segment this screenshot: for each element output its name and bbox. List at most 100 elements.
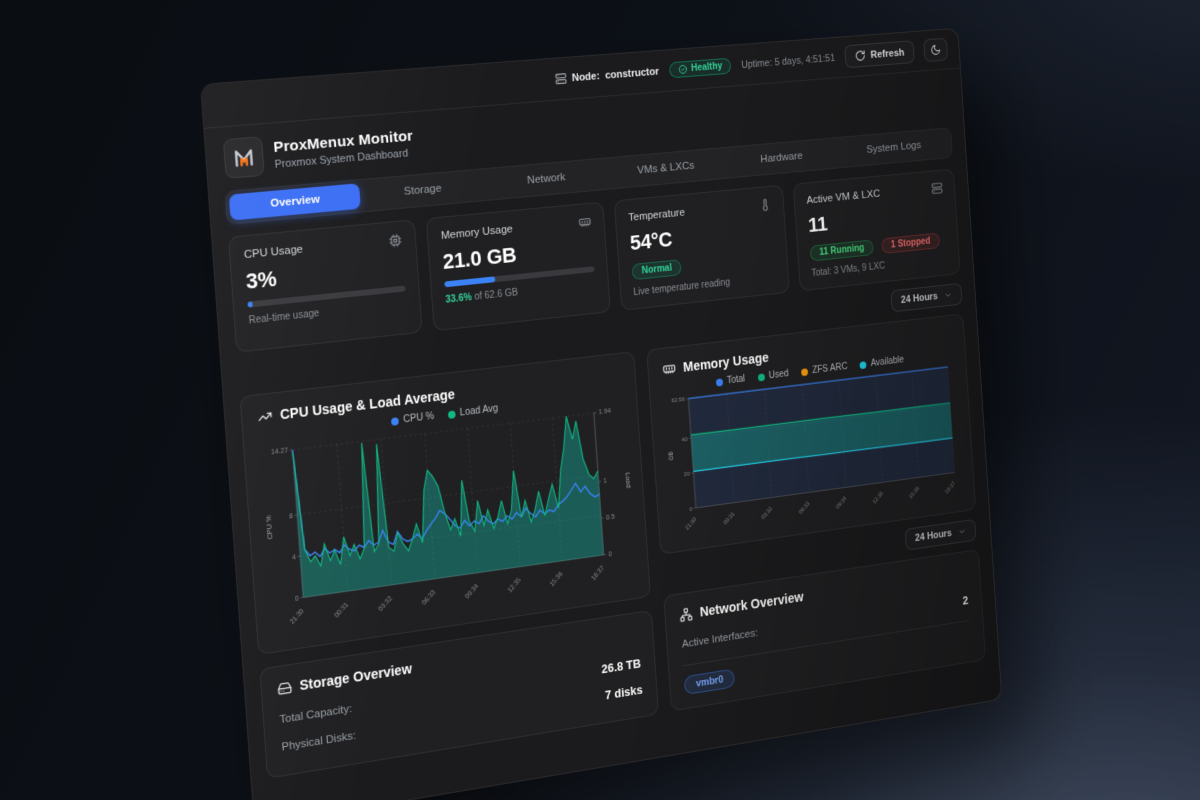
cpu-progress-fill <box>247 301 253 308</box>
svg-text:15:36: 15:36 <box>549 571 565 588</box>
memory-card-label: Memory Usage <box>440 223 514 242</box>
logo-m-icon <box>230 144 257 172</box>
network-time-range-value: 24 Hours <box>914 527 952 544</box>
svg-text:00:31: 00:31 <box>334 601 350 619</box>
svg-text:0.5: 0.5 <box>606 514 615 522</box>
cpu-usage-card: CPU Usage 3% Real-time usage <box>227 219 423 353</box>
svg-text:40: 40 <box>682 436 689 443</box>
memory-total-text: of 62.6 GB <box>471 287 519 303</box>
node-label: Node: <box>571 70 601 84</box>
main-grid: CPU Usage & Load Average CPU % Load Avg 2… <box>239 313 987 780</box>
svg-text:09:34: 09:34 <box>835 495 848 510</box>
legend-dot <box>859 360 867 369</box>
cpu-card-label: CPU Usage <box>243 243 304 262</box>
cpu-load-chart-card: CPU Usage & Load Average CPU % Load Avg 2… <box>239 351 652 656</box>
svg-text:14.27: 14.27 <box>271 448 288 457</box>
svg-text:21:30: 21:30 <box>685 516 699 532</box>
svg-text:20: 20 <box>684 471 691 478</box>
svg-text:03:32: 03:32 <box>761 505 775 520</box>
health-badge: Healthy <box>668 57 732 79</box>
svg-text:03:32: 03:32 <box>378 595 394 613</box>
cpu-icon <box>388 233 402 248</box>
svg-text:4: 4 <box>292 554 296 561</box>
check-circle-icon <box>678 64 688 75</box>
uptime-text: Uptime: 5 days, 4:51:51 <box>740 52 836 71</box>
network-time-range-select[interactable]: 24 Hours <box>904 518 977 551</box>
svg-text:CPU %: CPU % <box>264 514 275 540</box>
legend-dot <box>801 367 809 376</box>
svg-text:06:33: 06:33 <box>421 589 437 606</box>
chevron-down-icon <box>944 290 953 300</box>
tab-storage[interactable]: Storage <box>359 172 486 209</box>
tab-network[interactable]: Network <box>484 161 607 197</box>
vm-running-badge: 11 Running <box>809 239 874 262</box>
svg-text:09:34: 09:34 <box>464 583 480 600</box>
svg-text:15:36: 15:36 <box>908 485 921 500</box>
theme-toggle-button[interactable] <box>923 37 949 63</box>
memory-percent-text: 33.6% <box>445 292 473 306</box>
chevron-down-icon <box>958 527 967 537</box>
memory-chart-card: Memory Usage Total Used ZFS ARC Available 2… <box>646 313 977 555</box>
time-range-value: 24 Hours <box>900 290 938 306</box>
svg-text:1: 1 <box>603 478 607 485</box>
svg-text:06:33: 06:33 <box>798 500 812 515</box>
vm-stopped-badge: 1 Stopped <box>881 232 940 254</box>
legend-label: Total <box>726 373 746 387</box>
tab-hardware[interactable]: Hardware <box>723 141 839 175</box>
ram-icon <box>663 361 677 377</box>
tab-vms-lxcs[interactable]: VMs & LXCs <box>606 151 725 186</box>
legend-dot <box>757 372 765 382</box>
row-label: Active Interfaces: <box>681 627 759 651</box>
svg-text:21:30: 21:30 <box>289 608 306 626</box>
svg-text:00:31: 00:31 <box>723 510 737 526</box>
hard-drive-icon <box>277 679 293 696</box>
proxmenux-logo <box>222 136 265 180</box>
time-range-select[interactable]: 24 Hours <box>890 282 963 313</box>
svg-text:18:37: 18:37 <box>591 565 606 582</box>
proxmenux-dashboard-window: Node: constructor Healthy Uptime: 5 days… <box>200 27 1003 800</box>
refresh-icon <box>855 49 867 62</box>
temperature-status-badge: Normal <box>631 259 683 281</box>
row-value: 7 disks <box>604 683 644 703</box>
active-vm-lxc-card: Active VM & LXC 11 11 Running 1 Stopped … <box>792 168 961 292</box>
temperature-card: Temperature 54°C Normal Live temperature… <box>613 184 790 311</box>
ram-icon <box>578 215 591 229</box>
right-column: Memory Usage Total Used ZFS ARC Available 2… <box>646 313 986 712</box>
row-label: Total Capacity: <box>279 703 353 727</box>
row-label: Physical Disks: <box>281 730 357 754</box>
cpu-chart-svg: 21:30 00:31 03:32 06:33 09:34 12:35 15:36 18:37… <box>264 408 633 626</box>
memory-progress-fill <box>444 276 496 288</box>
refresh-button[interactable]: Refresh <box>844 40 915 69</box>
svg-text:0: 0 <box>608 551 612 558</box>
svg-text:GB: GB <box>669 451 676 461</box>
server-icon <box>554 72 567 85</box>
legend-dot <box>715 377 723 387</box>
svg-text:Load: Load <box>624 472 633 489</box>
memory-usage-card: Memory Usage 21.0 GB 33.6% of 62.6 GB <box>425 201 611 332</box>
thermometer-icon <box>759 198 772 212</box>
node-value: constructor <box>604 65 660 82</box>
memory-chart-title: Memory Usage <box>682 349 770 375</box>
svg-text:8: 8 <box>289 513 293 520</box>
moon-icon <box>930 44 941 57</box>
temperature-card-label: Temperature <box>627 207 686 224</box>
svg-text:12:35: 12:35 <box>507 577 523 594</box>
svg-text:1.94: 1.94 <box>599 408 612 416</box>
trending-up-icon <box>257 408 273 425</box>
svg-text:12:35: 12:35 <box>872 490 885 505</box>
vm-card-label: Active VM & LXC <box>806 188 881 207</box>
network-icon <box>679 606 693 622</box>
server-stack-icon <box>931 181 943 195</box>
tab-overview[interactable]: Overview <box>228 183 361 221</box>
svg-text:18:37: 18:37 <box>944 480 957 495</box>
legend-dot <box>447 409 456 419</box>
tab-system-logs[interactable]: System Logs <box>837 131 949 165</box>
node-indicator: Node: constructor <box>554 65 659 85</box>
refresh-button-label: Refresh <box>870 46 905 61</box>
svg-text:0: 0 <box>690 505 694 512</box>
memory-chart-svg: 21:30 00:31 03:32 06:33 09:34 12:35 15:36 18:37… <box>669 359 957 532</box>
left-column: CPU Usage & Load Average CPU % Load Avg 2… <box>239 351 660 780</box>
interface-badge[interactable]: vmbr0 <box>684 668 736 696</box>
health-badge-label: Healthy <box>690 61 723 74</box>
